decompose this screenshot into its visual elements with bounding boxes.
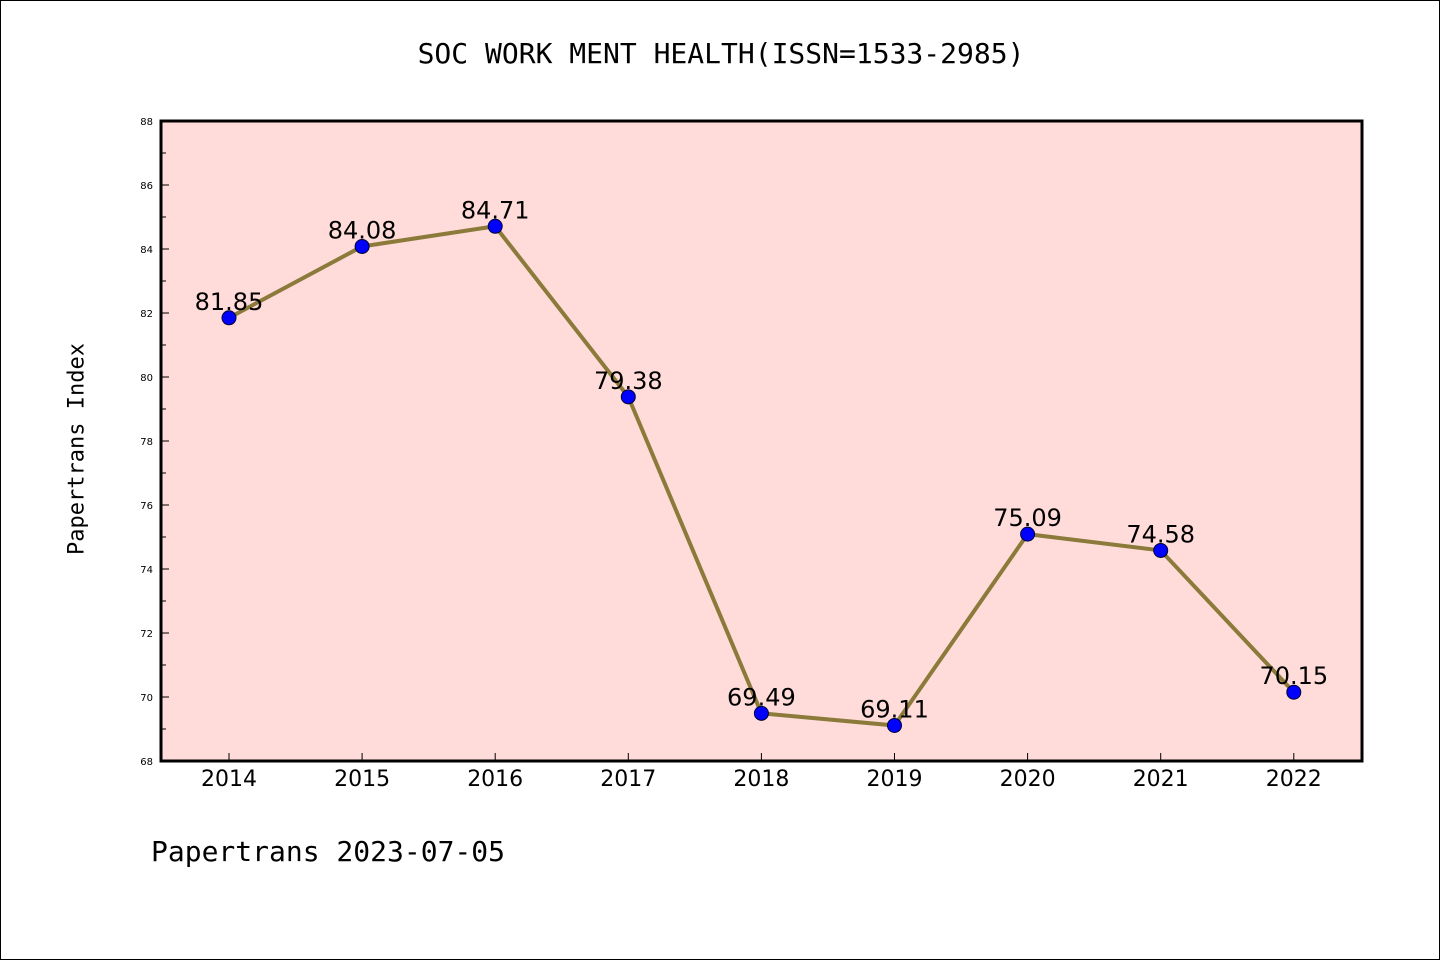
plot-frame [159, 119, 1364, 763]
data-point [1153, 542, 1169, 558]
data-label: 69.49 [727, 683, 796, 711]
y-tick-label: 88 [140, 117, 153, 128]
data-point [620, 389, 636, 405]
x-tick-label: 2019 [867, 767, 923, 792]
x-tick-label: 2017 [600, 767, 656, 792]
y-tick-label: 68 [140, 757, 153, 768]
data-label: 84.08 [328, 216, 397, 244]
y-tick-label: 82 [140, 309, 153, 320]
data-point [887, 717, 902, 733]
data-point [1020, 526, 1036, 542]
y-tick-label: 78 [140, 437, 153, 448]
data-label: 70.15 [1259, 662, 1328, 690]
x-tick-label: 2015 [334, 767, 390, 792]
x-tick-label: 2018 [733, 767, 789, 792]
data-label: 74.58 [1126, 520, 1195, 548]
footer-note: Papertrans 2023-07-05 [151, 835, 506, 868]
data-point [221, 310, 237, 326]
x-tick-label: 2022 [1266, 767, 1322, 792]
y-tick-label: 76 [140, 501, 153, 512]
plot-area [161, 121, 1362, 761]
x-tick-label: 2021 [1133, 767, 1189, 792]
y-tick-label: 84 [140, 245, 153, 256]
data-label: 81.85 [195, 288, 264, 316]
y-tick-label: 86 [140, 181, 153, 192]
data-point [753, 705, 769, 721]
x-tick-label: 2016 [467, 767, 523, 792]
chart-title: SOC WORK MENT HEALTH(ISSN=1533-2985) [417, 37, 1025, 70]
y-tick-label: 80 [140, 373, 153, 384]
data-label: 69.11 [860, 695, 929, 723]
x-tick-label: 2020 [1000, 767, 1056, 792]
data-label: 84.71 [461, 196, 530, 224]
x-tick-label: 2014 [201, 767, 257, 792]
data-point [354, 238, 370, 254]
data-point [1286, 684, 1302, 700]
y-tick-label: 74 [140, 565, 153, 576]
y-tick-label: 70 [140, 693, 153, 704]
data-label: 79.38 [594, 367, 663, 395]
data-label: 75.09 [993, 504, 1062, 532]
y-tick-label: 72 [140, 629, 153, 640]
data-point [487, 218, 503, 234]
